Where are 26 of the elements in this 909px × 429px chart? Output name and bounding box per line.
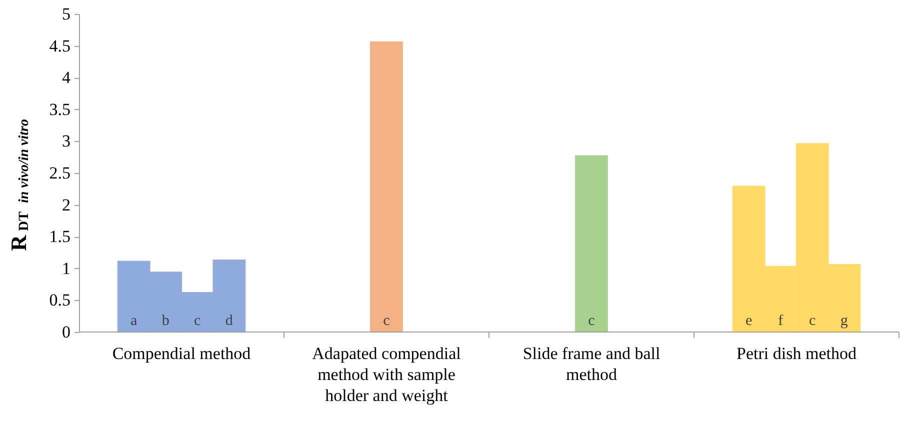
- y-tick-label: 2: [62, 195, 70, 214]
- data-label: f: [778, 313, 784, 329]
- data-label: d: [225, 313, 234, 329]
- x-tick-label: Slide frame and ball method: [522, 344, 660, 384]
- data-label: b: [162, 313, 170, 329]
- y-tick-label: 4: [62, 68, 71, 88]
- y-tick-label: 4.5: [49, 36, 70, 56]
- y-tick-label: 1.5: [49, 227, 70, 246]
- x-tick-label: Petri dish method: [736, 344, 857, 363]
- data-label: g: [840, 313, 848, 329]
- data-label: a: [130, 313, 138, 329]
- x-tick-label: Compendial method: [112, 344, 252, 363]
- data-label: c: [194, 313, 202, 329]
- y-tick-label: 3: [62, 132, 70, 151]
- data-label: c: [588, 313, 596, 329]
- y-tick-label: 3.5: [49, 100, 70, 119]
- y-tick-label: 0.5: [49, 290, 70, 310]
- y-axis-title: RDT in vivo/in vitro: [6, 119, 32, 251]
- y-tick-label: 0: [62, 322, 70, 342]
- y-tick-label: 2.5: [49, 164, 70, 182]
- y-tick-label: 5: [62, 4, 70, 24]
- x-tick-label: Adapated compendial method with sample holder and weight: [312, 344, 462, 405]
- data-label: c: [809, 313, 816, 329]
- data-label: c: [383, 313, 390, 329]
- y-tick-label: 1: [62, 258, 70, 278]
- data-label: e: [746, 313, 752, 329]
